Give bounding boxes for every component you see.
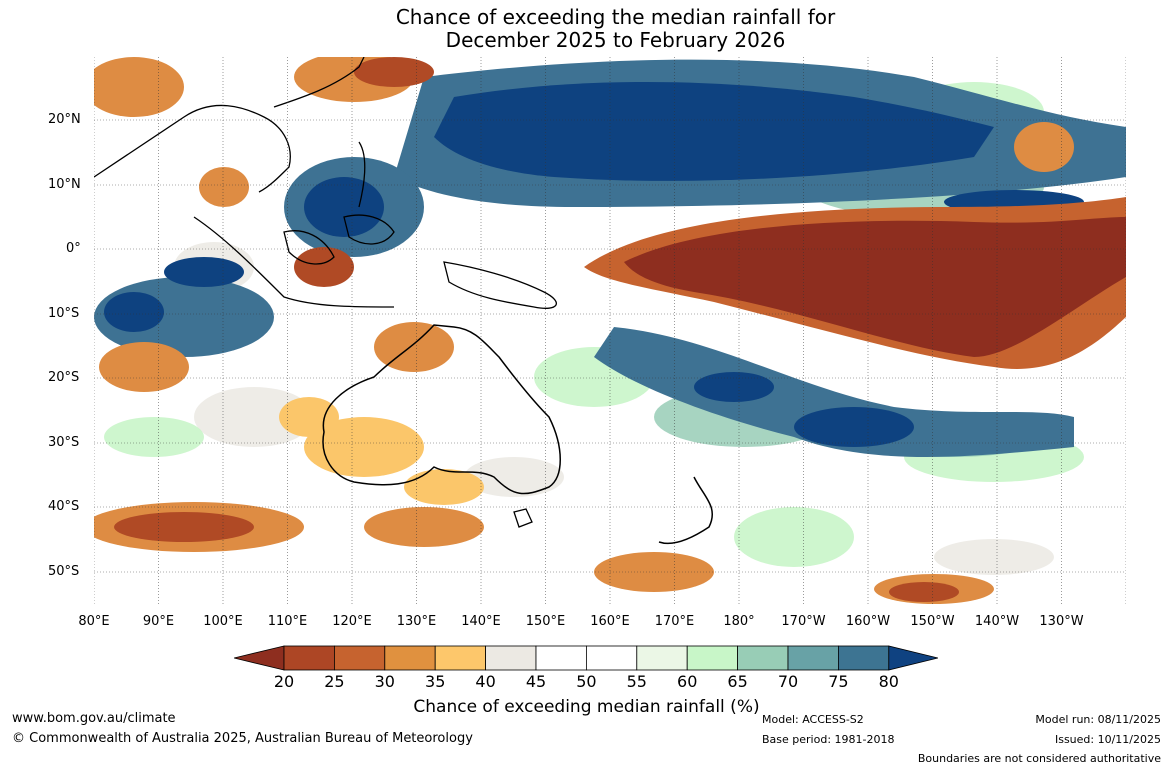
colorbar-tick-label: 55: [626, 672, 647, 691]
colorbar: [234, 645, 938, 671]
footer-model: Model: ACCESS-S2: [762, 713, 864, 726]
colorbar-tick-label: 20: [273, 672, 295, 691]
colorbar-label: Chance of exceeding median rainfall (%): [413, 697, 760, 717]
lat-label-0: 0°: [66, 241, 81, 256]
colorbar-under-arrow: [234, 645, 285, 671]
colorbar-segment: [636, 645, 688, 671]
lon-label: 170°E: [654, 614, 695, 629]
colorbar-segment: [838, 645, 890, 671]
lon-label: 150°W: [910, 614, 955, 629]
lon-label: 100°E: [203, 614, 243, 629]
chart-title-line1: Chance of exceeding the median rainfall …: [395, 5, 836, 29]
colorbar-tick-label: 70: [777, 672, 799, 691]
colorbar-segment: [485, 645, 537, 671]
rainfall-map: [94, 57, 1126, 605]
colorbar-over-arrow: [888, 645, 938, 671]
lat-label-20n: 20°N: [48, 112, 81, 127]
colorbar-tick-label: 75: [828, 672, 849, 691]
colorbar-segment: [535, 645, 587, 671]
lat-label-30s: 30°S: [48, 435, 80, 450]
lon-label: 160°E: [590, 614, 630, 629]
colorbar-tick-label: 25: [324, 672, 345, 691]
lon-label: 180°: [723, 614, 755, 629]
lon-label: 170°W: [781, 614, 826, 629]
lon-label: 130°E: [396, 614, 437, 629]
footer-model-run: Model run: 08/11/2025: [1035, 713, 1161, 726]
colorbar-segment: [585, 645, 638, 671]
colorbar-segment: [283, 645, 335, 671]
lon-label: 150°E: [525, 614, 566, 629]
lon-label: 130°W: [1039, 614, 1084, 629]
colorbar-tick-label: 60: [677, 672, 698, 691]
footer-disclaimer: Boundaries are not considered authoritat…: [917, 752, 1161, 765]
colorbar-tick-label: 45: [525, 672, 547, 691]
colorbar-tick-label: 35: [425, 672, 446, 691]
colorbar-tick-label: 40: [475, 672, 496, 691]
lon-label: 140°E: [461, 614, 501, 629]
colorbar-tick-label: 50: [576, 672, 597, 691]
footer-copyright: © Commonwealth of Australia 2025, Austra…: [12, 731, 473, 746]
lat-label-10s: 10°S: [48, 306, 80, 321]
lon-label: 140°W: [974, 614, 1020, 629]
colorbar-segment: [737, 645, 789, 671]
lon-label: 120°E: [332, 614, 372, 629]
colorbar-segment: [384, 645, 436, 671]
colorbar-tick-label: 80: [878, 672, 899, 691]
colorbar-segment: [334, 645, 386, 671]
chart-title-line2: December 2025 to February 2026: [445, 28, 786, 52]
lon-label: 110°E: [267, 614, 308, 629]
footer-issued: Issued: 10/11/2025: [1054, 733, 1161, 746]
lat-label-10n: 10°N: [48, 177, 81, 192]
colorbar-segment: [787, 645, 839, 671]
footer-base-period: Base period: 1981-2018: [762, 733, 895, 746]
footer-url[interactable]: www.bom.gov.au/climate: [12, 711, 176, 726]
lat-label-50s: 50°S: [48, 564, 80, 579]
lon-label: 80°E: [78, 614, 110, 629]
lon-label: 90°E: [142, 614, 175, 629]
colorbar-segment: [434, 645, 486, 671]
lat-label-20s: 20°S: [48, 370, 80, 385]
colorbar-tick-label: 30: [374, 672, 395, 691]
lon-label: 160°W: [845, 614, 891, 629]
colorbar-tick-label: 65: [727, 672, 748, 691]
lat-label-40s: 40°S: [48, 499, 80, 514]
colorbar-segment: [686, 645, 739, 671]
